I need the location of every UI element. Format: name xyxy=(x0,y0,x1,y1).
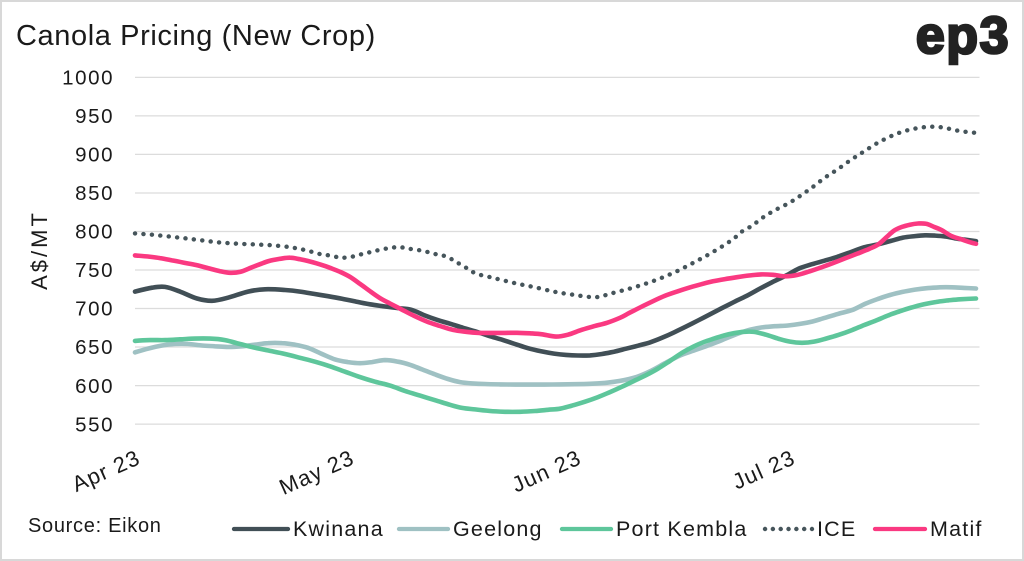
svg-text:Canola Pricing (New Crop): Canola Pricing (New Crop) xyxy=(16,20,376,52)
svg-text:950: 950 xyxy=(75,105,114,128)
svg-text:Matif: Matif xyxy=(930,517,983,541)
svg-text:A$/MT: A$/MT xyxy=(27,210,52,290)
svg-text:Kwinana: Kwinana xyxy=(293,517,384,541)
svg-text:Geelong: Geelong xyxy=(453,517,543,541)
svg-text:550: 550 xyxy=(75,413,114,436)
svg-text:Port Kembla: Port Kembla xyxy=(616,517,748,541)
svg-text:Jun 23: Jun 23 xyxy=(508,445,585,498)
svg-text:900: 900 xyxy=(75,144,114,167)
svg-text:650: 650 xyxy=(75,336,114,359)
svg-text:ep3: ep3 xyxy=(916,7,1010,65)
svg-text:Source: Eikon: Source: Eikon xyxy=(28,515,162,537)
svg-text:May 23: May 23 xyxy=(275,445,358,500)
svg-text:Apr 23: Apr 23 xyxy=(68,445,144,497)
svg-text:800: 800 xyxy=(75,221,114,244)
svg-text:Jul 23: Jul 23 xyxy=(729,445,799,495)
svg-text:ICE: ICE xyxy=(817,517,856,541)
svg-text:1000: 1000 xyxy=(62,67,114,90)
svg-text:750: 750 xyxy=(75,259,114,282)
svg-text:700: 700 xyxy=(75,298,114,321)
svg-text:600: 600 xyxy=(75,375,114,398)
svg-text:850: 850 xyxy=(75,182,114,205)
